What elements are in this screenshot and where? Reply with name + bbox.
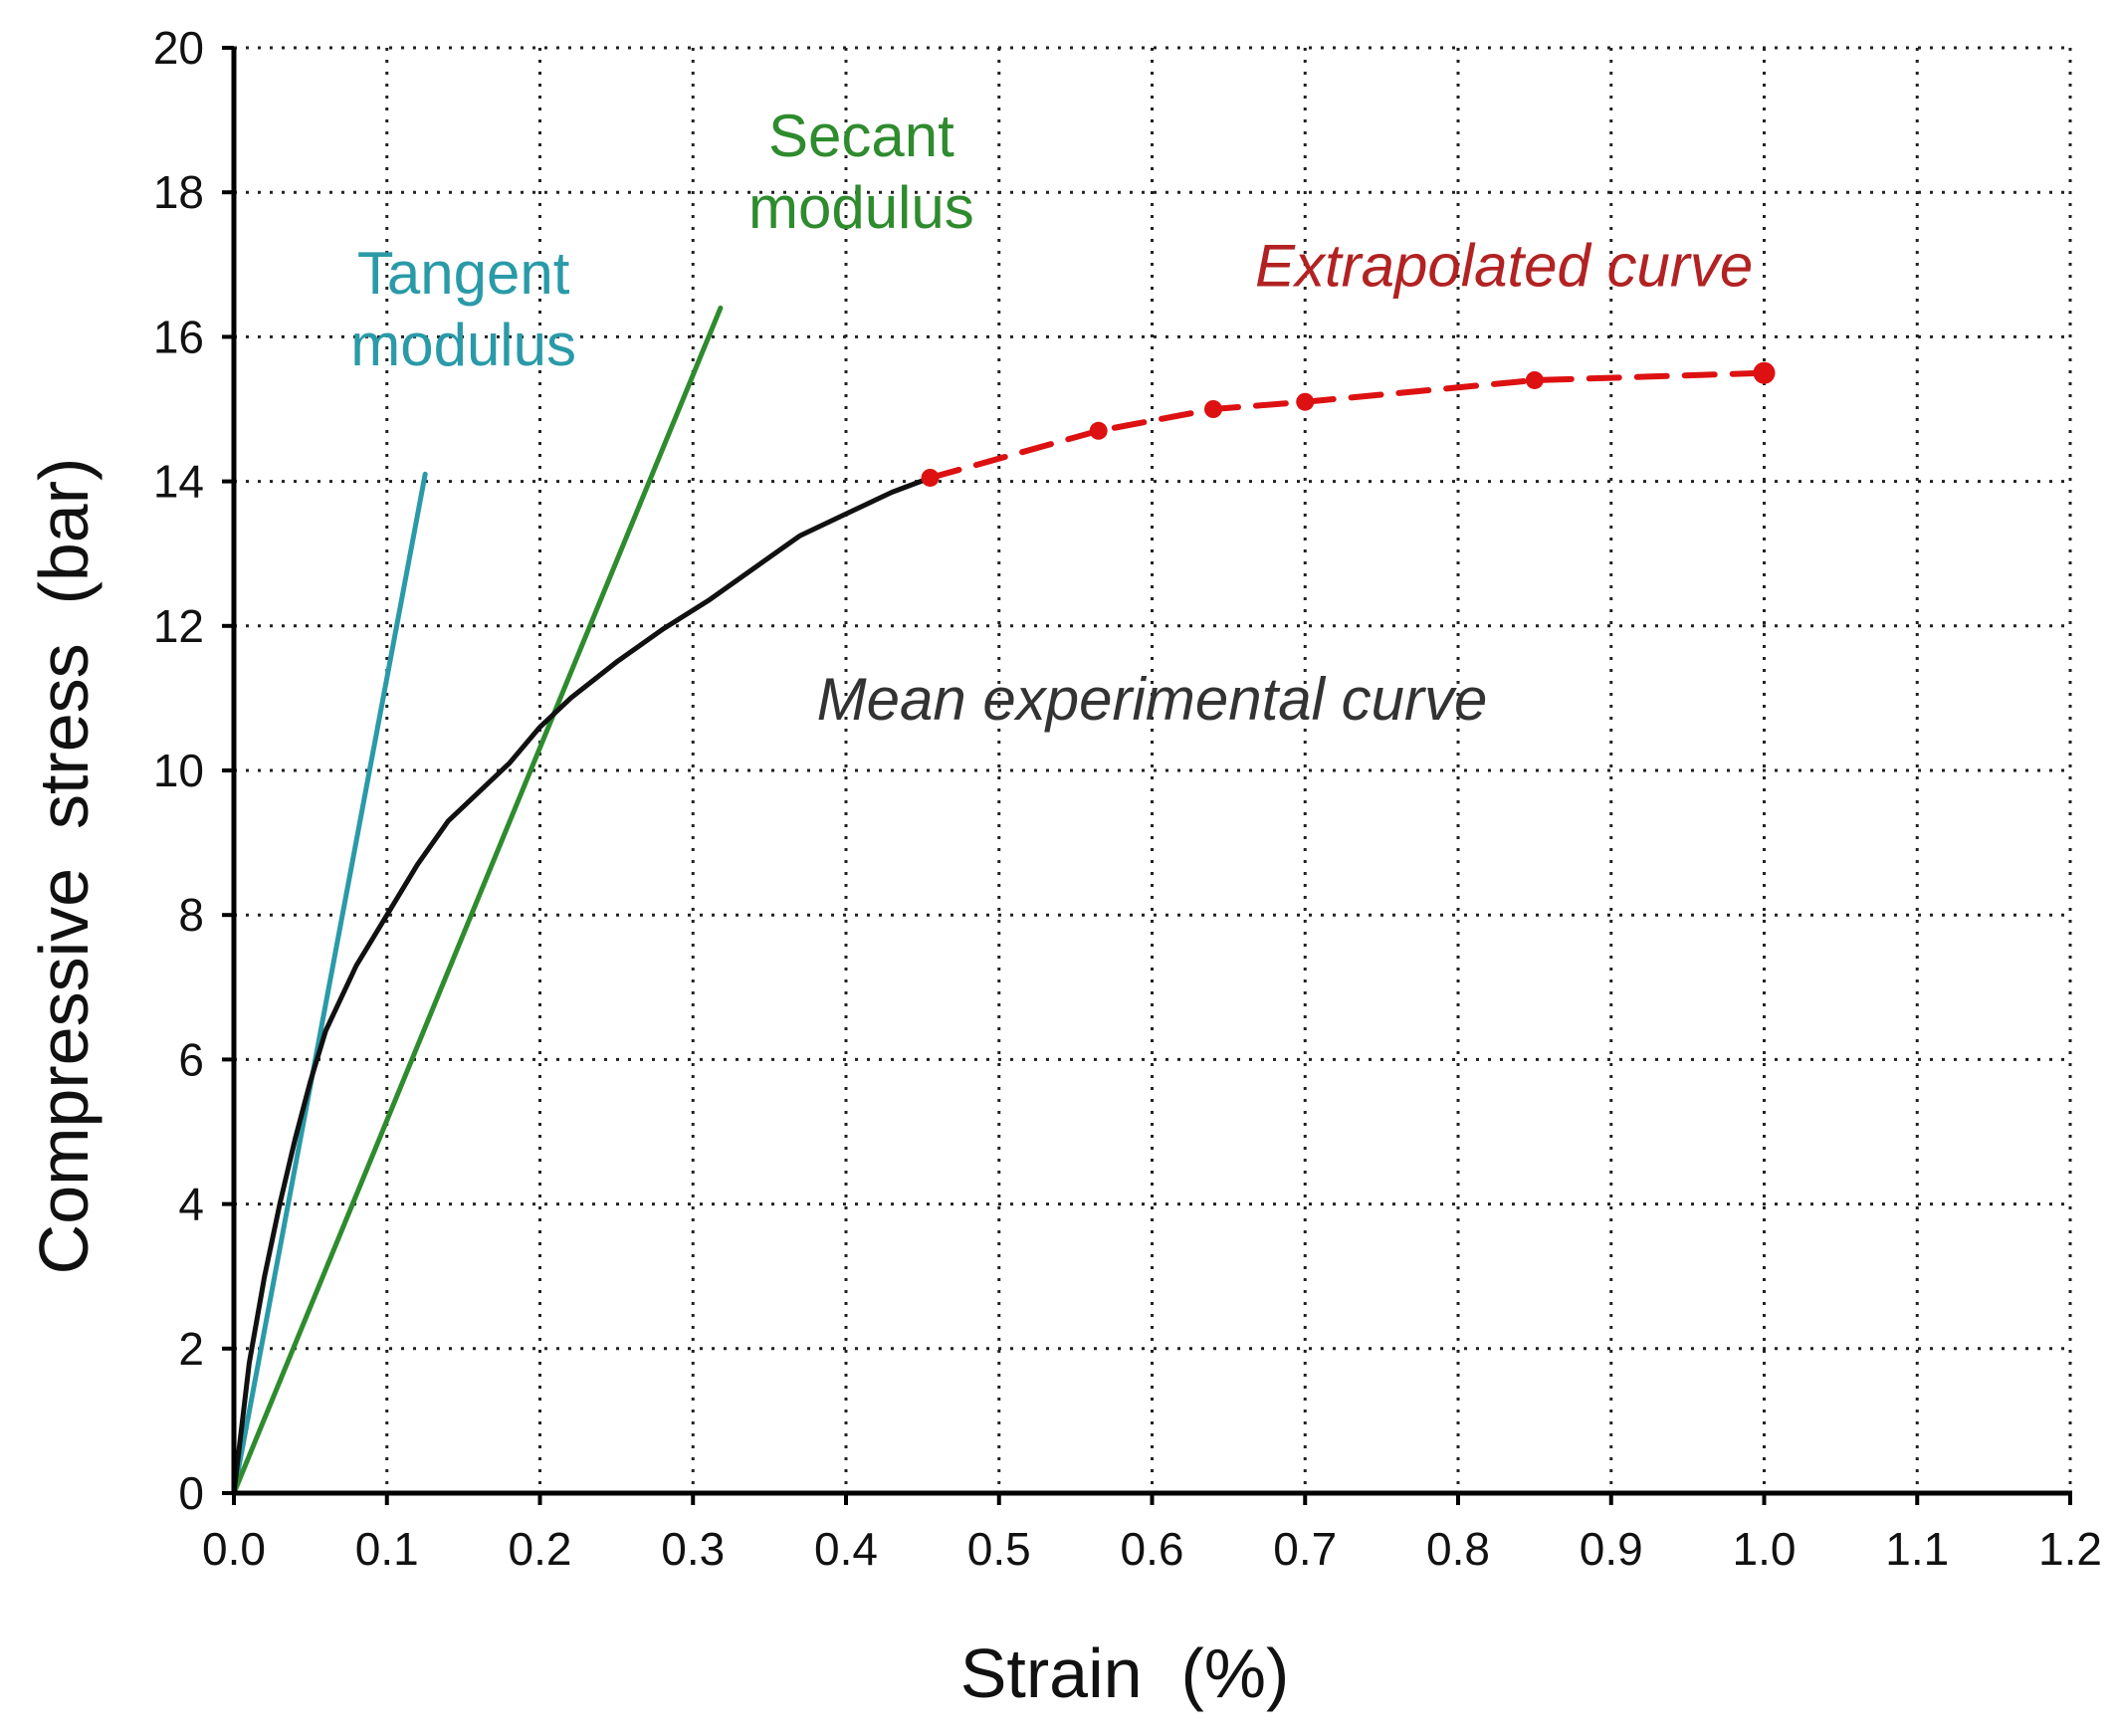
y-tick-label: 0: [178, 1467, 204, 1519]
x-tick-label: 0.7: [1273, 1523, 1337, 1575]
tick-labels: 0.0 0.1 0.2 0.3 0.4 0.5 0.6 0.7 0.8 0.9 1.0 1.1 1.2 0…: [153, 22, 2102, 1575]
annotation-tangent-line: Tangent: [357, 240, 570, 307]
x-tick-label: 0.0: [202, 1523, 266, 1575]
annotation-experimental: Mean experimental curve: [817, 666, 1488, 733]
mean-experimental-curve-line: [231, 475, 934, 1496]
extrapolated-curve-line: [927, 369, 1768, 481]
annotation-secant: Secant modulus: [748, 103, 974, 241]
x-tick-label: 0.9: [1580, 1523, 1643, 1575]
extrapolated-point: [1753, 361, 1776, 384]
x-tick-label: 0.6: [1121, 1523, 1184, 1575]
annotation-tangent: Tangent modulus: [350, 240, 576, 378]
grid: [222, 46, 2072, 1505]
x-tick-label: 0.4: [814, 1523, 878, 1575]
x-axis-title: Strain (%): [960, 1634, 1290, 1712]
y-tick-label: 8: [178, 889, 204, 941]
x-tick-label: 1.0: [1733, 1523, 1797, 1575]
extrapolated-point: [921, 468, 940, 487]
y-tick-label: 20: [153, 22, 204, 74]
annotation-experimental-line: Mean experimental curve: [817, 666, 1488, 733]
x-tick-label: 1.2: [2038, 1523, 2102, 1575]
extrapolated-point: [1296, 392, 1315, 411]
y-tick-label: 2: [178, 1323, 204, 1375]
y-tick-label: 6: [178, 1033, 204, 1085]
x-tick-label: 0.3: [661, 1523, 725, 1575]
y-tick-label: 4: [178, 1179, 204, 1230]
annotation-secant-line: modulus: [748, 174, 974, 241]
secant-modulus-line: [231, 305, 724, 1496]
annotation-tangent-line: modulus: [350, 312, 576, 378]
x-tick-label: 0.2: [509, 1523, 572, 1575]
y-axis-title: Compressive stress (bar): [25, 458, 103, 1275]
x-tick-label: 0.8: [1426, 1523, 1490, 1575]
plot-series: [231, 305, 1776, 1496]
annotation-secant-line: Secant: [768, 103, 954, 169]
x-tick-label: 0.5: [967, 1523, 1031, 1575]
x-tick-label: 1.1: [1885, 1523, 1949, 1575]
y-tick-label: 10: [153, 745, 204, 796]
y-tick-label: 18: [153, 166, 204, 218]
y-tick-label: 14: [153, 456, 204, 508]
y-tick-label: 12: [153, 600, 204, 652]
extrapolated-point: [1089, 421, 1108, 440]
extrapolated-point: [1525, 370, 1544, 389]
tangent-modulus-line: [231, 471, 428, 1496]
x-tick-label: 0.1: [355, 1523, 419, 1575]
annotation-extrapolated-line: Extrapolated curve: [1255, 233, 1753, 300]
annotation-extrapolated: Extrapolated curve: [1255, 233, 1753, 300]
extrapolated-point: [1204, 400, 1222, 418]
y-tick-label: 16: [153, 311, 204, 362]
axes: [231, 48, 2072, 1496]
